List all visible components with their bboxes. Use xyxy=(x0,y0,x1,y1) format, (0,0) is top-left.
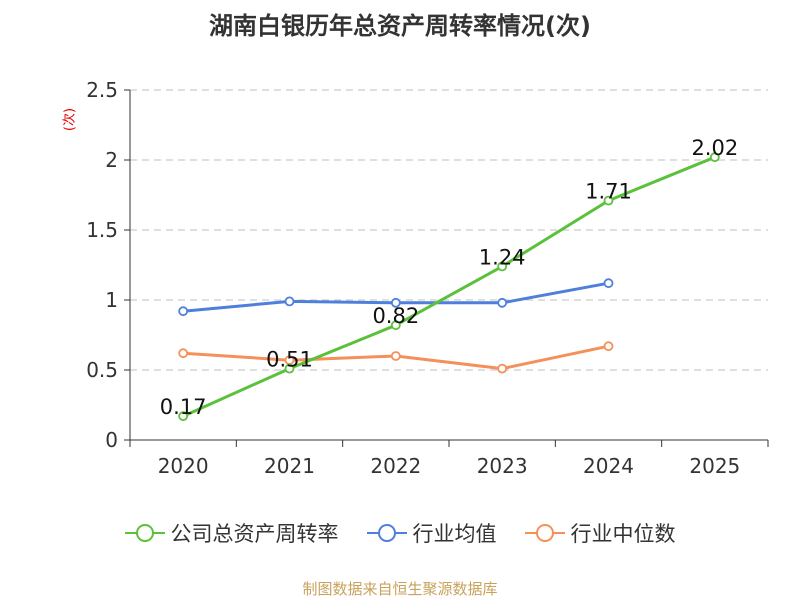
data-label: 0.17 xyxy=(160,395,207,419)
data-point xyxy=(603,341,614,352)
data-point xyxy=(497,261,508,272)
data-point xyxy=(284,296,295,307)
legend-label-industry-mean: 行业均值 xyxy=(412,522,497,546)
data-point xyxy=(390,297,401,308)
data-point xyxy=(178,411,189,422)
y-tick-label: 2 xyxy=(105,148,118,172)
x-tick-label: 2021 xyxy=(264,454,315,478)
data-labels: 0.17 0.51 0.82 1.24 1.71 2.02 xyxy=(160,136,738,419)
x-tick-label: 2020 xyxy=(158,454,209,478)
data-point xyxy=(497,363,508,374)
data-point xyxy=(603,195,614,206)
legend-marker-company xyxy=(124,524,165,542)
y-tick-label: 0.5 xyxy=(86,358,118,382)
data-point xyxy=(390,320,401,331)
legend-item-industry-mean[interactable]: 行业均值 xyxy=(366,518,497,548)
legend-item-company[interactable]: 公司总资产周转率 xyxy=(124,518,339,548)
data-point xyxy=(709,152,720,163)
grid-lines xyxy=(130,89,768,371)
legend-item-industry-median[interactable]: 行业中位数 xyxy=(524,518,676,548)
series-lines xyxy=(178,152,720,422)
data-label: 0.82 xyxy=(372,304,419,328)
y-tick-label: 2.5 xyxy=(86,78,118,102)
series-line xyxy=(182,155,716,418)
data-point xyxy=(178,348,189,359)
data-point xyxy=(284,363,295,374)
y-tick-label: 1 xyxy=(105,288,118,312)
legend: 公司总资产周转率 行业均值 行业中位数 xyxy=(0,518,800,548)
y-tick-label: 1.5 xyxy=(86,218,118,242)
legend-marker-industry-mean xyxy=(366,524,407,542)
data-point xyxy=(497,297,508,308)
x-tick-label: 2024 xyxy=(583,454,634,478)
y-tick-label: 0 xyxy=(105,428,118,452)
data-label: 2.02 xyxy=(691,136,738,160)
data-point xyxy=(178,306,189,317)
data-label: 1.71 xyxy=(585,180,632,204)
legend-marker-industry-median xyxy=(524,524,565,542)
chart-title: 湖南白银历年总资产周转率情况(次) xyxy=(209,12,591,40)
x-tick-label: 2022 xyxy=(370,454,421,478)
data-label: 0.51 xyxy=(266,348,313,372)
x-tick-label: 2025 xyxy=(689,454,740,478)
data-source: 制图数据来自恒生聚源数据库 xyxy=(302,580,498,598)
data-point xyxy=(603,278,614,289)
x-tick-label: 2023 xyxy=(477,454,528,478)
legend-label-industry-median: 行业中位数 xyxy=(570,522,676,546)
data-point xyxy=(390,351,401,361)
data-label: 1.24 xyxy=(479,245,526,269)
legend-label-company: 公司总资产周转率 xyxy=(170,522,339,546)
